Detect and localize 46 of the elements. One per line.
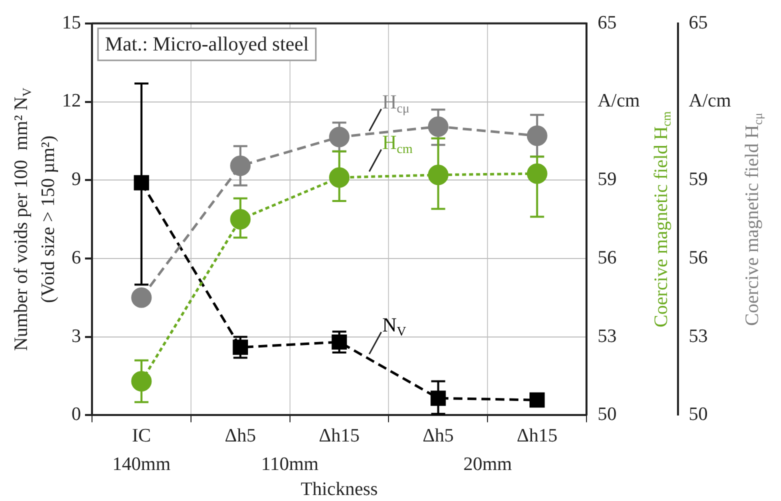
point — [526, 163, 548, 184]
y2-tick-label: 65 — [598, 12, 617, 34]
point — [428, 116, 448, 137]
point — [131, 370, 152, 392]
text: Number of voids per 100 mm² NV (Void size > 150 µm²) — [10, 88, 59, 351]
x-tick-label: Δh5 — [224, 426, 256, 447]
y-tick-label: 9 — [72, 169, 81, 190]
x-tick-label: Δh15 — [318, 426, 360, 447]
text: 20mm — [463, 454, 512, 475]
x-tick-label: Δh5 — [422, 426, 454, 447]
text: 110mm — [261, 454, 319, 475]
y3-tick-label: 53 — [688, 326, 708, 347]
y-tick-label: 6 — [72, 247, 81, 268]
y2-axis-title: Coercive magnetic field Hcm — [650, 110, 674, 328]
y-tick-label: 0 — [72, 404, 81, 426]
y-tick-label: 15 — [62, 12, 81, 34]
y2-tick-label: 50 — [598, 404, 617, 426]
y2-tick-label: A/cm — [598, 90, 640, 112]
y2-tick-label: 53 — [598, 326, 617, 347]
y3-tick-label: 56 — [688, 247, 708, 268]
point — [230, 156, 251, 176]
y3-tick-label: 50 — [688, 404, 708, 426]
point — [430, 390, 446, 406]
y3-tick-label: A/cm — [688, 90, 732, 112]
point — [134, 175, 150, 190]
point — [332, 334, 347, 350]
point — [230, 209, 251, 230]
point — [526, 125, 548, 146]
text: 140mm — [112, 454, 171, 475]
y-tick-label: 3 — [72, 326, 81, 347]
point — [232, 340, 248, 355]
x-axis-title: Thickness — [300, 478, 378, 500]
y3-tick-label: 59 — [688, 169, 708, 190]
y-tick-label: 12 — [62, 90, 81, 112]
y3-tick-label: 65 — [688, 12, 708, 34]
point — [530, 392, 545, 408]
x-tick-label: IC — [132, 426, 151, 447]
point — [329, 126, 350, 148]
y3-axis-title: Coercive magnetic field Hcμ — [742, 112, 765, 326]
point — [329, 167, 350, 188]
point — [428, 164, 448, 186]
y2-tick-label: 59 — [598, 169, 617, 190]
annotation: Mat.: Micro-alloyed steel — [105, 34, 310, 56]
point — [131, 287, 152, 308]
y2-tick-label: 56 — [598, 247, 617, 268]
x-tick-label: Δh15 — [516, 426, 558, 447]
